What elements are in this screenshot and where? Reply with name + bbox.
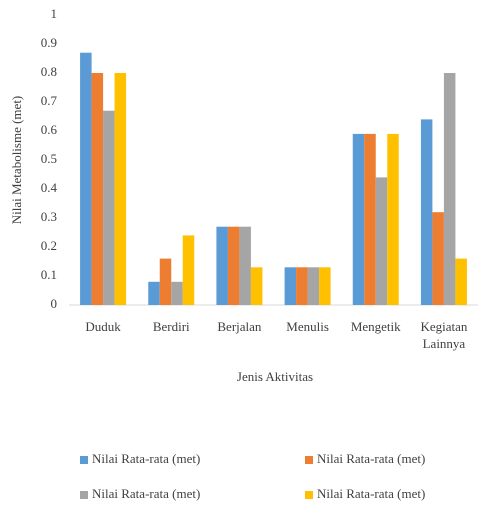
- bar: [387, 133, 399, 305]
- y-tick-label: 0.1: [41, 267, 57, 282]
- legend-swatch: [80, 456, 88, 464]
- bar: [420, 119, 433, 306]
- x-tick-label: Berdiri: [152, 319, 190, 334]
- bar: [352, 133, 365, 305]
- bar: [227, 226, 240, 305]
- x-tick-label: Berjalan: [217, 319, 262, 334]
- bar: [80, 52, 92, 306]
- bar: [148, 281, 160, 305]
- y-axis-title: Nilai Metabolisme (met): [9, 96, 24, 225]
- y-tick-label: 1: [51, 6, 58, 21]
- legend-label: Nilai Rata-rata (met): [92, 451, 200, 466]
- bar: [319, 267, 331, 305]
- bar: [171, 281, 183, 305]
- legend-label: Nilai Rata-rata (met): [317, 486, 425, 501]
- x-tick-label: Duduk: [85, 319, 121, 334]
- bar: [375, 177, 388, 305]
- y-tick-label: 0.8: [41, 64, 57, 79]
- y-tick-label: 0.3: [41, 209, 57, 224]
- bar: [307, 267, 320, 305]
- legend-label: Nilai Rata-rata (met): [92, 486, 200, 501]
- bar: [443, 73, 456, 305]
- legend-swatch: [305, 491, 313, 499]
- y-tick-label: 0.2: [41, 238, 57, 253]
- y-tick-label: 0.4: [41, 180, 58, 195]
- bar: [114, 73, 127, 305]
- legend-swatch: [80, 491, 88, 499]
- bar: [159, 258, 172, 305]
- x-axis-title: Jenis Aktivitas: [237, 369, 313, 384]
- bar: [296, 267, 308, 305]
- bar: [182, 235, 195, 305]
- x-tick-label: Kegiatan Lainnya: [420, 319, 468, 351]
- bar: [432, 212, 444, 305]
- bar: [239, 226, 251, 305]
- y-tick-label: 0.7: [41, 93, 58, 108]
- bar: [284, 267, 297, 305]
- y-tick-label: 0: [51, 296, 58, 311]
- y-tick-label: 0.9: [41, 35, 57, 50]
- y-tick-label: 0.6: [41, 122, 58, 137]
- bar: [91, 73, 104, 305]
- bar: [250, 267, 263, 305]
- bar: [455, 258, 467, 305]
- y-tick-label: 0.5: [41, 151, 57, 166]
- x-tick-label: Menulis: [286, 319, 329, 334]
- bar: [216, 226, 228, 305]
- bar: [103, 110, 115, 305]
- bar: [364, 133, 376, 305]
- x-tick-label: Mengetik: [350, 319, 401, 334]
- legend-label: Nilai Rata-rata (met): [317, 451, 425, 466]
- legend-swatch: [305, 456, 313, 464]
